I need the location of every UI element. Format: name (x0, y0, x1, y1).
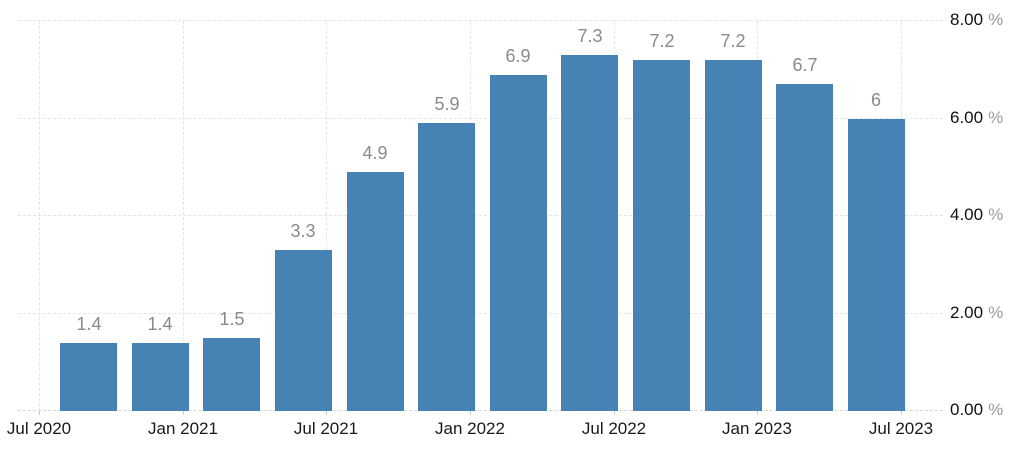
y-unit-percent: % (988, 303, 1004, 322)
bar-value-label: 5.9 (434, 94, 460, 114)
y-tick-label: 2.00% (950, 302, 1003, 324)
y-tick-label: 8.00% (950, 9, 1003, 31)
x-tick-label: Jul 2020 (6, 419, 72, 438)
v-gridline (326, 21, 327, 411)
x-axis-tick (614, 411, 615, 415)
x-tick-label: Jul 2023 (868, 419, 934, 438)
x-tick-label: Jul 2021 (293, 419, 359, 438)
bar-value-label: 3.3 (290, 221, 316, 241)
bar[interactable] (203, 338, 260, 411)
bar[interactable] (776, 84, 833, 411)
y-unit-percent: % (988, 108, 1004, 127)
y-tick-number: 0.00 (950, 400, 984, 419)
bar-value-label: 4.9 (362, 143, 388, 163)
y-tick-label: 4.00% (950, 204, 1003, 226)
bar[interactable] (848, 119, 905, 411)
y-unit-percent: % (988, 205, 1004, 224)
bar-value-label: 7.2 (649, 31, 675, 51)
y-tick-number: 6.00 (950, 108, 984, 127)
y-tick-label: 6.00% (950, 107, 1003, 129)
x-axis-tick (183, 411, 184, 415)
x-axis-tick (39, 411, 40, 415)
bar[interactable] (633, 60, 690, 411)
x-axis-tick (757, 411, 758, 415)
bar[interactable] (132, 343, 189, 411)
y-tick-number: 8.00 (950, 10, 984, 29)
x-axis-tick (326, 411, 327, 415)
bar-value-label: 1.5 (219, 309, 245, 329)
bar[interactable] (418, 123, 475, 411)
y-tick-number: 2.00 (950, 303, 984, 322)
bar-value-label: 1.4 (76, 314, 102, 334)
y-unit-percent: % (988, 400, 1004, 419)
bar-value-label: 7.2 (720, 31, 746, 51)
bar[interactable] (705, 60, 762, 411)
bar-value-label: 6.7 (792, 55, 818, 75)
bar[interactable] (347, 172, 404, 411)
bar-value-label: 6.9 (505, 46, 531, 66)
y-unit-percent: % (988, 10, 1004, 29)
x-axis-tick (470, 411, 471, 415)
bar[interactable] (275, 250, 332, 411)
bar-value-label: 7.3 (577, 26, 603, 46)
x-tick-label: Jan 2021 (148, 419, 218, 438)
h-gridline (18, 313, 943, 314)
bar[interactable] (490, 75, 547, 411)
bar-value-label: 1.4 (147, 314, 173, 334)
v-gridline (183, 21, 184, 411)
v-gridline (39, 21, 40, 411)
y-tick-label: 0.00% (950, 399, 1003, 421)
y-tick-number: 4.00 (950, 205, 984, 224)
x-axis-tick (901, 411, 902, 415)
x-tick-label: Jan 2023 (722, 419, 792, 438)
h-gridline (18, 118, 943, 119)
bar[interactable] (561, 55, 618, 411)
bar[interactable] (60, 343, 117, 411)
h-gridline (18, 20, 943, 21)
h-gridline (18, 215, 943, 216)
x-tick-label: Jul 2022 (581, 419, 647, 438)
bar-value-label: 6 (870, 90, 881, 110)
x-axis-line (18, 410, 943, 411)
x-tick-label: Jan 2022 (435, 419, 505, 438)
